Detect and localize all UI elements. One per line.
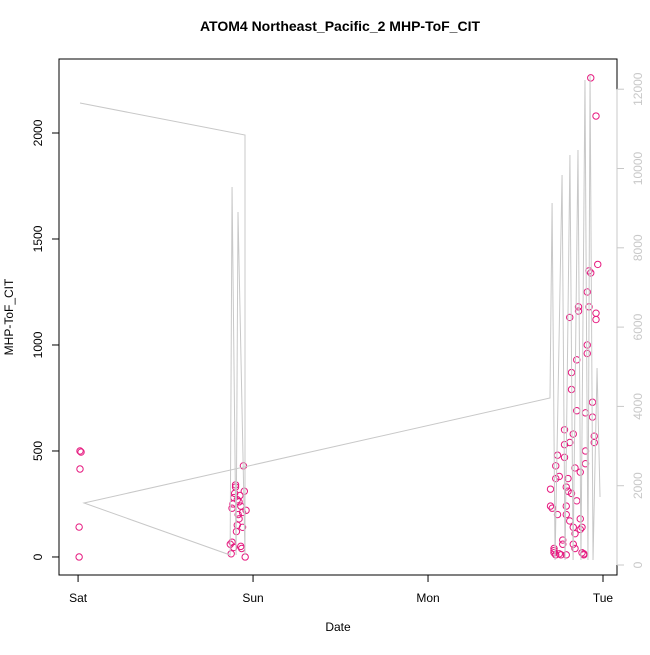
data-point	[562, 551, 570, 559]
data-point	[546, 485, 555, 493]
data-point	[583, 288, 591, 296]
data-point	[240, 487, 249, 495]
data-point	[234, 510, 242, 519]
data-point	[559, 540, 567, 548]
x-tick-label: Mon	[416, 591, 439, 605]
y2-tick-label: 6000	[631, 313, 645, 340]
data-point	[578, 523, 586, 532]
data-point	[583, 349, 591, 358]
y-tick-label: 1500	[31, 225, 45, 252]
y2-tick-label: 12000	[631, 72, 645, 106]
data-point	[559, 536, 567, 544]
data-point	[574, 307, 583, 315]
x-tick-label: Sun	[242, 591, 263, 605]
data-point	[590, 438, 598, 447]
data-point	[76, 447, 84, 455]
data-point	[594, 260, 602, 269]
data-point	[238, 523, 247, 532]
data-point	[77, 448, 85, 456]
data-point	[578, 549, 586, 557]
data-point	[228, 538, 236, 546]
data-point	[552, 462, 560, 470]
data-point	[587, 74, 595, 82]
y2-tick-label: 2000	[631, 472, 645, 499]
y2-tick-label: 8000	[631, 234, 645, 261]
data-point	[75, 553, 83, 561]
data-point	[76, 465, 84, 473]
data-point	[555, 472, 563, 481]
data-point	[242, 506, 250, 515]
data-point	[562, 510, 570, 519]
y2-tick-label: 0	[631, 561, 645, 568]
data-point	[583, 341, 591, 349]
x-axis-label: Date	[325, 620, 351, 634]
y2-tick-label: 4000	[631, 393, 645, 420]
data-point	[566, 313, 574, 322]
data-point	[592, 309, 600, 317]
x-tick-label: Tue	[593, 591, 614, 605]
data-point	[562, 502, 570, 510]
y-tick-label: 500	[31, 441, 45, 461]
y-axis-label: MHP-ToF_CIT	[2, 278, 16, 355]
data-point	[548, 504, 556, 512]
x-tick-label: Sat	[69, 591, 88, 605]
data-point	[571, 464, 579, 472]
data-point	[555, 550, 563, 558]
y2-tick-label: 10000	[631, 152, 645, 186]
data-point	[550, 549, 558, 557]
data-point	[569, 430, 577, 438]
line-series	[79, 75, 601, 561]
y-tick-label: 2000	[31, 119, 45, 146]
data-point	[567, 489, 576, 498]
data-point	[550, 546, 558, 555]
data-point	[574, 303, 583, 311]
data-point	[571, 529, 579, 538]
data-point	[571, 544, 579, 553]
data-point	[75, 523, 83, 531]
y-tick-label: 1000	[31, 331, 45, 358]
data-point	[546, 502, 555, 510]
chart-title: ATOM4 Northeast_Pacific_2 MHP-ToF_CIT	[200, 18, 481, 34]
y-tick-label: 0	[31, 553, 45, 560]
data-point	[552, 551, 560, 559]
data-point	[592, 112, 600, 120]
data-point	[557, 551, 565, 559]
